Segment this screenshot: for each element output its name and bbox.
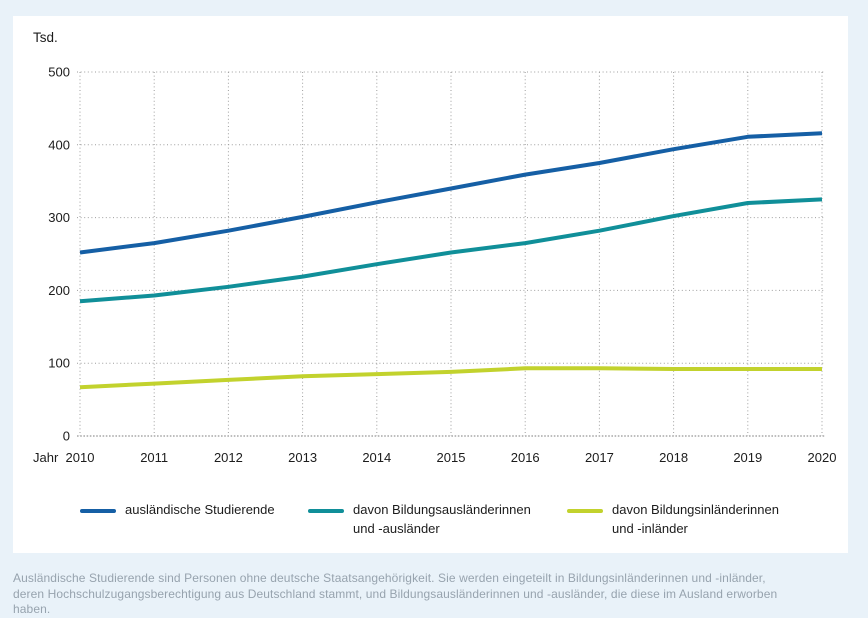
- legend-label-line1: davon Bildungsinländerinnen: [612, 502, 779, 517]
- x-tick-label: 2016: [511, 450, 540, 465]
- x-tick-label: 2010: [66, 450, 95, 465]
- y-tick-label: 200: [48, 283, 70, 298]
- legend-label-line1: ausländische Studierende: [125, 502, 275, 517]
- x-tick-label: 2013: [288, 450, 317, 465]
- y-tick-label: 100: [48, 356, 70, 371]
- legend-label: davon Bildungsausländerinnen und -ausländ…: [353, 497, 531, 538]
- legend-label-line1: davon Bildungsausländerinnen: [353, 502, 531, 517]
- line-auslaendische-studierende: [79, 131, 823, 255]
- footnote-line: Ausländische Studierende sind Personen o…: [13, 571, 766, 585]
- y-tick-label: 500: [48, 65, 70, 80]
- y-tick-label: 0: [63, 429, 70, 444]
- y-tick-label: 400: [48, 137, 70, 152]
- y-axis-unit-label: Tsd.: [33, 30, 58, 45]
- legend-label: ausländische Studierende: [125, 497, 275, 519]
- x-tick-label: 2019: [733, 450, 762, 465]
- legend: ausländische Studierende davon Bildungsa…: [13, 497, 848, 549]
- y-tick-label: 300: [48, 210, 70, 225]
- x-tick-label: 2014: [362, 450, 391, 465]
- x-tick-label: 2015: [437, 450, 466, 465]
- x-tick-label: 2012: [214, 450, 243, 465]
- x-tick-label: 2017: [585, 450, 614, 465]
- legend-item-auslaendische-studierende: ausländische Studierende: [80, 497, 275, 519]
- legend-swatch-yellow: [567, 509, 603, 513]
- legend-swatch-teal: [308, 509, 344, 513]
- footnote-line: deren Hochschulzugangsberechtigung aus D…: [13, 586, 778, 601]
- legend-label-line2: und -inländer: [612, 521, 688, 536]
- footnote-line: haben.: [13, 602, 51, 616]
- legend-label-line2: und -ausländer: [353, 521, 440, 536]
- line-bildungsauslaenderinnen-und-auslaender: [79, 197, 823, 304]
- legend-item-bildungsauslaender: davon Bildungsausländerinnen und -ausländ…: [308, 497, 531, 538]
- chart-panel: Tsd. 0 100 200 300 400 500 Jahr 2010 2011 2012 201…: [13, 16, 848, 553]
- x-axis-title: Jahr: [33, 450, 59, 465]
- line-bildungsinlaenderinnen-und-inlaender: [79, 366, 822, 390]
- footnote: Ausländische Studierende sind Personen o…: [13, 571, 855, 618]
- line-chart: 0 100 200 300 400 500 Jahr 2010 2011 2012 2013 2014…: [33, 65, 837, 466]
- legend-item-bildungsinlaender: davon Bildungsinländerinnen und -inländer: [567, 497, 779, 538]
- x-tick-label: 2020: [808, 450, 837, 465]
- x-tick-label: 2011: [140, 450, 168, 465]
- legend-label: davon Bildungsinländerinnen und -inländer: [612, 497, 779, 538]
- x-tick-label: 2018: [659, 450, 688, 465]
- legend-swatch-blue: [80, 509, 116, 513]
